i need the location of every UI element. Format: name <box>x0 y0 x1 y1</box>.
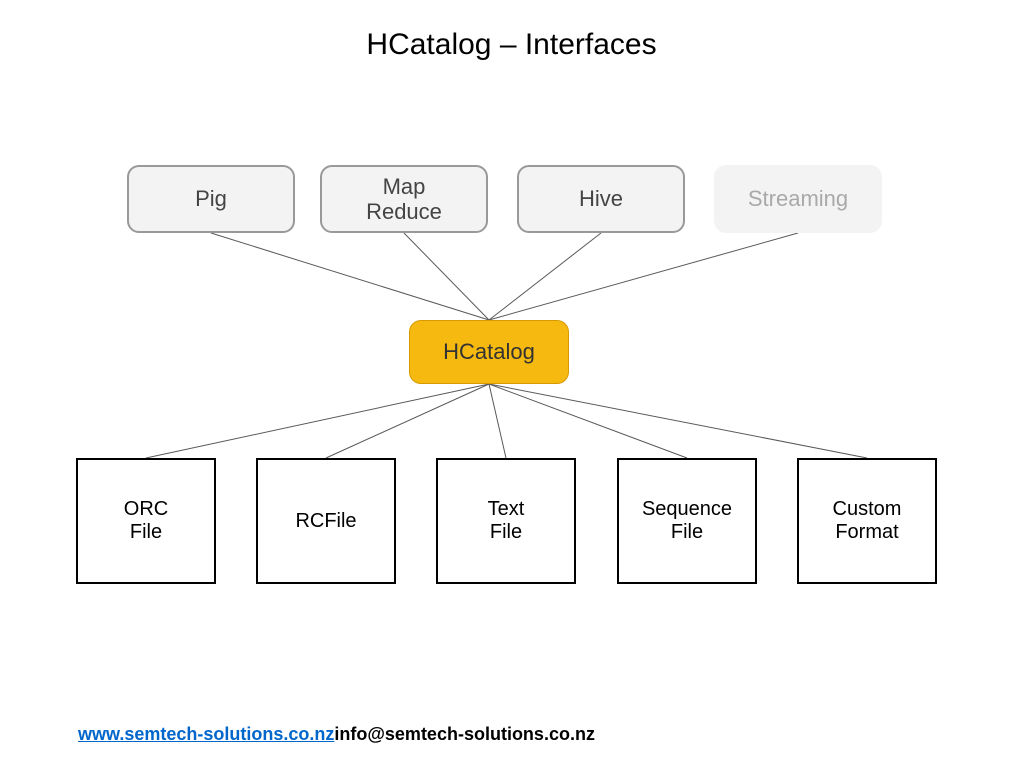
node-mapreduce-label: MapReduce <box>366 174 442 225</box>
node-hive: Hive <box>517 165 685 233</box>
footer-info: info@semtech-solutions.co.nz <box>334 724 595 744</box>
node-orc-label: ORCFile <box>124 498 168 544</box>
footer: www.semtech-solutions.co.nzinfo@semtech-… <box>78 724 595 745</box>
node-pig: Pig <box>127 165 295 233</box>
node-custom-label: CustomFormat <box>833 498 902 544</box>
node-text-label: TextFile <box>488 498 525 544</box>
node-pig-label: Pig <box>195 186 227 211</box>
node-hcatalog-label: HCatalog <box>443 339 535 364</box>
node-sequence-label: SequenceFile <box>642 498 732 544</box>
node-text: TextFile <box>436 458 576 584</box>
footer-link[interactable]: www.semtech-solutions.co.nz <box>78 724 334 744</box>
node-rcfile: RCFile <box>256 458 396 584</box>
node-sequence: SequenceFile <box>617 458 757 584</box>
node-streaming-label: Streaming <box>748 186 848 211</box>
page-title: HCatalog – Interfaces <box>0 28 1023 62</box>
node-rcfile-label: RCFile <box>295 510 356 533</box>
node-orc: ORCFile <box>76 458 216 584</box>
node-hcatalog: HCatalog <box>409 320 569 384</box>
node-custom: CustomFormat <box>797 458 937 584</box>
node-mapreduce: MapReduce <box>320 165 488 233</box>
node-hive-label: Hive <box>579 186 623 211</box>
node-streaming: Streaming <box>714 165 882 233</box>
